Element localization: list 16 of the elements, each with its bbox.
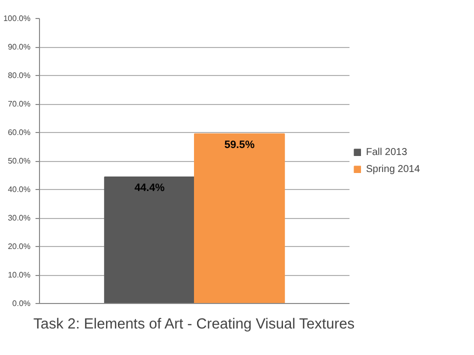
y-tick-label: 70.0%	[8, 100, 31, 108]
legend-label: Fall 2013	[366, 146, 408, 158]
y-tick-label: 100.0%	[3, 14, 31, 23]
data-label: 44.4%	[134, 182, 166, 194]
legend-label: Spring 2014	[366, 164, 420, 174]
y-tick-label: 80.0%	[8, 71, 31, 80]
y-tick-label: 10.0%	[8, 270, 31, 280]
y-tick-label: 50.0%	[8, 156, 31, 166]
y-tick-label: 40.0%	[8, 185, 31, 194]
y-tick-label: 60.0%	[8, 128, 31, 137]
y-tick-label: 0.0%	[12, 299, 30, 308]
y-tick-label: 20.0%	[8, 242, 31, 251]
y-tick-label: 90.0%	[8, 42, 31, 52]
text: Task 2: Elements of Art - Creating Visual Textures	[33, 316, 355, 332]
y-tick-label: 30.0%	[8, 214, 31, 222]
data-label: 59.5%	[224, 138, 256, 151]
